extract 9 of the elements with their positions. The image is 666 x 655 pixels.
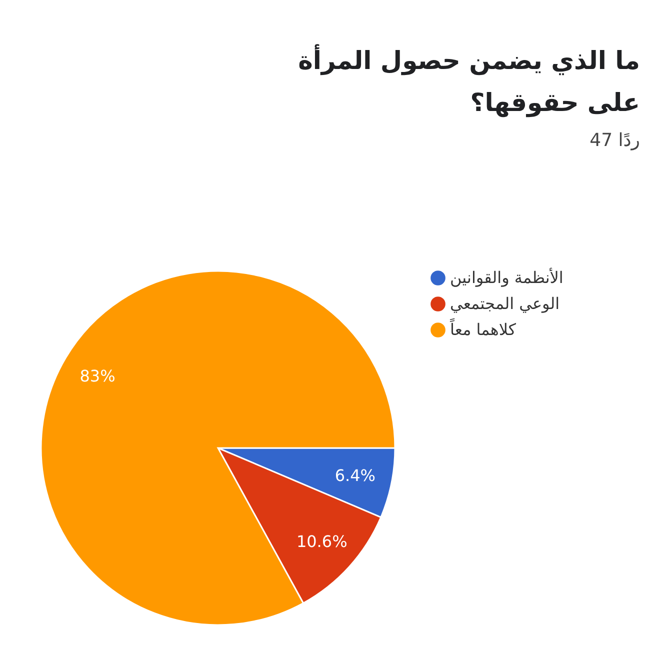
legend-label: الأنظمة والقوانين xyxy=(450,267,564,287)
legend-label: الوعي المجتمعي xyxy=(450,294,560,313)
legend-label: كلاهما معاً xyxy=(449,317,516,339)
data-label: 83% xyxy=(80,366,116,386)
data-label: 10.6% xyxy=(296,532,348,551)
text: 47 ردًا xyxy=(590,130,640,151)
chart-title: ما الذي يضمن حصول المرأة على حقوقها؟ xyxy=(298,44,640,118)
pie-slice xyxy=(40,270,396,626)
data-label: 6.4% xyxy=(334,466,376,485)
